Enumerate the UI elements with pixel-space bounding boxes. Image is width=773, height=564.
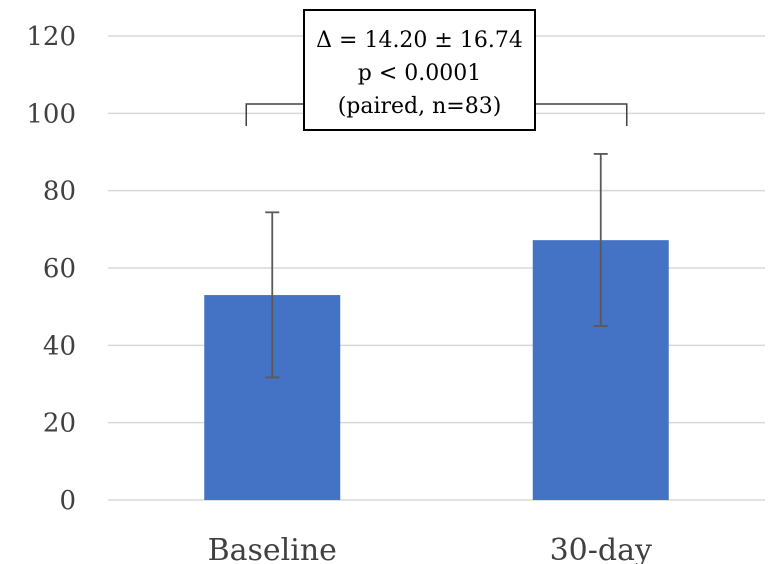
y-tick-label: 100 — [26, 99, 76, 129]
y-axis-tick-labels: 0 20 40 60 80 100 120 — [26, 22, 76, 516]
annotation-box — [303, 9, 536, 131]
annotation-line-2: p < 0.0001 — [358, 61, 481, 86]
annotation-line-1: Δ = 14.20 ± 16.74 — [316, 28, 523, 53]
y-tick-label: 80 — [43, 177, 76, 207]
x-axis-category-labels: Baseline 30-day — [208, 533, 652, 564]
y-tick-label: 0 — [59, 486, 76, 516]
x-category-label: Baseline — [208, 533, 337, 564]
annotation-line-3: (paired, n=83) — [338, 94, 502, 119]
y-tick-label: 20 — [43, 409, 76, 439]
y-tick-label: 120 — [26, 22, 76, 52]
error-bars — [265, 153, 608, 379]
y-tick-label: 40 — [43, 331, 76, 361]
x-category-label: 30-day — [550, 533, 652, 564]
y-tick-label: 60 — [43, 254, 76, 284]
bars — [204, 240, 669, 500]
significance-annotation: Δ = 14.20 ± 16.74 p < 0.0001 (paired, n=… — [245, 9, 628, 131]
